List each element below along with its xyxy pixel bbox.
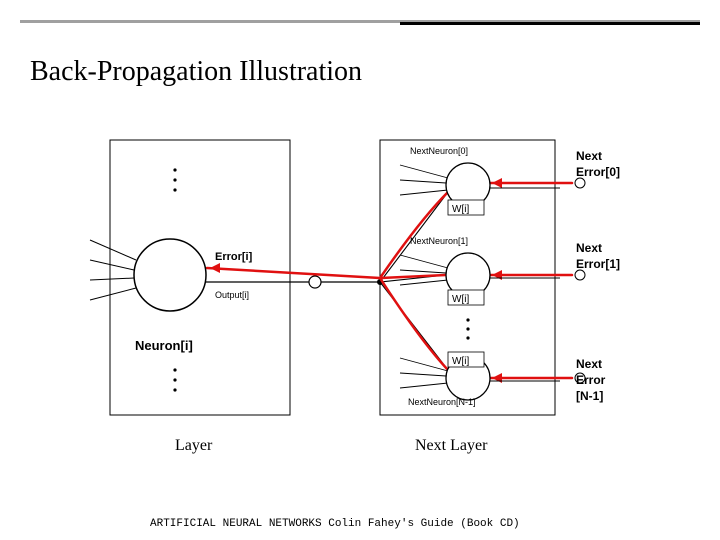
layer-caption: Layer: [175, 437, 213, 454]
ellipsis-dot: [173, 178, 176, 181]
ellipsis-dot: [173, 388, 176, 391]
error-label: Error[i]: [215, 251, 253, 263]
ellipsis-dot: [173, 188, 176, 191]
next-error-node-icon: [575, 270, 585, 280]
ellipsis-dot: [173, 168, 176, 171]
next-error-label: Next: [576, 357, 602, 371]
next-error-label: Next: [576, 241, 602, 255]
output-label: Output[i]: [215, 290, 249, 300]
top-border-black: [400, 22, 700, 25]
ellipsis-dot: [466, 318, 469, 321]
right-input-stub: [400, 270, 446, 273]
left-neuron-label: Neuron[i]: [135, 338, 193, 353]
backprop-diagram: NextNeuron[0]W[i]NextNeuron[1]W[i]NextNe…: [80, 120, 640, 480]
slide-title: Back-Propagation Illustration: [30, 56, 362, 88]
right-input-stub: [400, 190, 448, 195]
error-arrowhead-icon: [492, 178, 502, 188]
next-error-label: Error[0]: [576, 165, 620, 179]
left-input-stub: [90, 288, 136, 300]
next-error-label: [N-1]: [576, 389, 603, 403]
right-input-stub: [400, 180, 446, 183]
ellipsis-dot: [173, 368, 176, 371]
right-neuron-label: NextNeuron[N-1]: [408, 397, 476, 407]
error-path: [380, 275, 446, 278]
right-neuron-label: NextNeuron[1]: [410, 236, 468, 246]
top-border: [0, 0, 720, 40]
next-error-node-icon: [575, 178, 585, 188]
diagram-svg: NextNeuron[0]W[i]NextNeuron[1]W[i]NextNe…: [80, 120, 640, 480]
error-path: [207, 268, 380, 278]
next-error-label: Next: [576, 149, 602, 163]
output-node-icon: [309, 276, 321, 288]
right-input-stub: [400, 383, 448, 388]
left-input-stub: [90, 260, 134, 270]
left-neuron-icon: [134, 239, 206, 311]
ellipsis-dot: [173, 378, 176, 381]
next-error-label: Error[1]: [576, 257, 620, 271]
left-input-stub: [90, 240, 136, 260]
ellipsis-dot: [466, 327, 469, 330]
weight-label: W[i]: [452, 356, 469, 367]
weight-label: W[i]: [452, 294, 469, 305]
next-error-label: Error: [576, 373, 606, 387]
slide-footer: ARTIFICIAL NEURAL NETWORKS Colin Fahey's…: [150, 518, 520, 530]
ellipsis-dot: [466, 336, 469, 339]
right-input-stub: [400, 165, 448, 178]
error-arrowhead-icon: [210, 263, 220, 273]
left-input-stub: [90, 278, 134, 280]
right-input-stub: [400, 280, 448, 285]
right-input-stub: [400, 373, 446, 376]
weight-label: W[i]: [452, 204, 469, 215]
right-input-stub: [400, 255, 448, 268]
next-layer-caption: Next Layer: [415, 437, 488, 454]
right-neuron-label: NextNeuron[0]: [410, 146, 468, 156]
